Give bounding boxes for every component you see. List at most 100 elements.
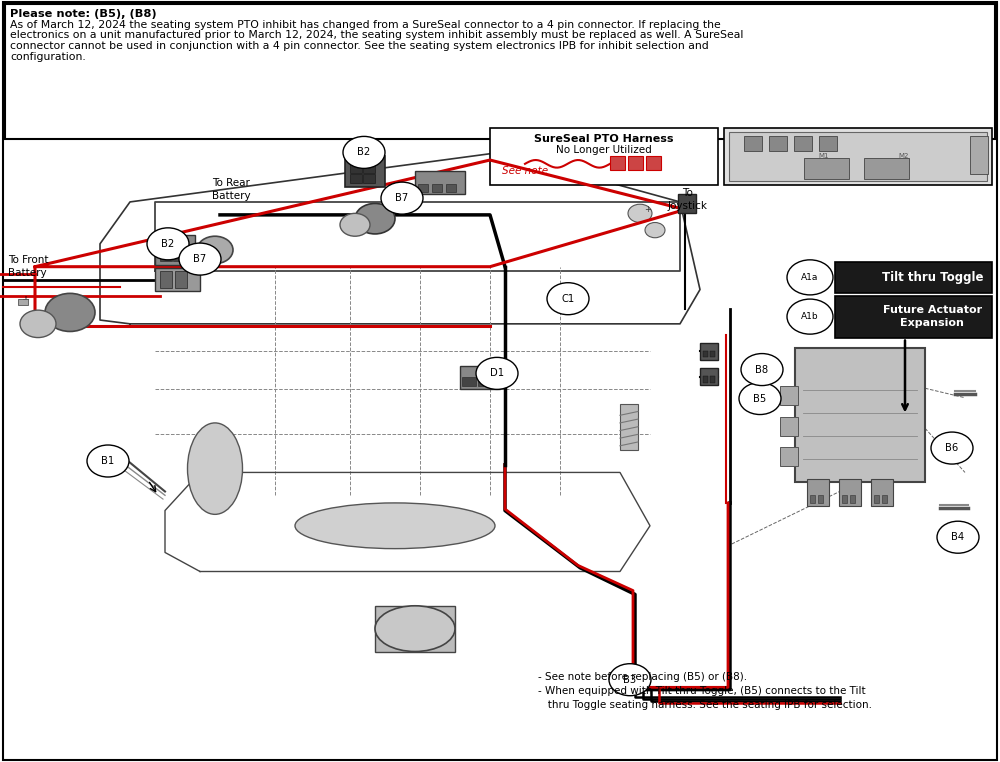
Ellipse shape bbox=[375, 606, 455, 652]
Circle shape bbox=[343, 136, 385, 168]
FancyBboxPatch shape bbox=[729, 132, 987, 181]
FancyBboxPatch shape bbox=[415, 171, 465, 194]
Text: B7: B7 bbox=[395, 193, 409, 203]
Circle shape bbox=[937, 521, 979, 553]
Circle shape bbox=[147, 228, 189, 260]
Text: Please note: (B5), (B8): Please note: (B5), (B8) bbox=[10, 9, 157, 19]
FancyBboxPatch shape bbox=[646, 156, 661, 170]
Text: See note: See note bbox=[502, 166, 548, 176]
Circle shape bbox=[787, 260, 833, 295]
FancyBboxPatch shape bbox=[710, 351, 715, 357]
FancyBboxPatch shape bbox=[703, 376, 708, 383]
Circle shape bbox=[547, 283, 589, 315]
Ellipse shape bbox=[295, 503, 495, 549]
FancyBboxPatch shape bbox=[818, 495, 823, 503]
FancyBboxPatch shape bbox=[769, 136, 787, 151]
Text: - See note before replacing (B5) or (B8).: - See note before replacing (B5) or (B8)… bbox=[538, 672, 747, 682]
Text: Tilt thru Toggle: Tilt thru Toggle bbox=[882, 271, 983, 284]
FancyBboxPatch shape bbox=[350, 174, 362, 183]
FancyBboxPatch shape bbox=[375, 606, 455, 652]
FancyBboxPatch shape bbox=[703, 351, 708, 357]
FancyBboxPatch shape bbox=[882, 495, 887, 503]
Text: B2: B2 bbox=[357, 147, 371, 158]
FancyBboxPatch shape bbox=[850, 495, 855, 503]
FancyBboxPatch shape bbox=[155, 268, 200, 291]
Text: B6: B6 bbox=[945, 443, 959, 453]
Circle shape bbox=[645, 223, 665, 238]
Text: thru Toggle seating harness. See the seating IPB for selection.: thru Toggle seating harness. See the sea… bbox=[538, 700, 872, 709]
Circle shape bbox=[476, 357, 518, 389]
Text: C1: C1 bbox=[561, 293, 575, 304]
FancyBboxPatch shape bbox=[819, 136, 837, 151]
FancyBboxPatch shape bbox=[350, 164, 362, 173]
Circle shape bbox=[739, 383, 781, 415]
Ellipse shape bbox=[188, 423, 242, 514]
Text: electronics on a unit manufactured prior to March 12, 2024, the seating system i: electronics on a unit manufactured prior… bbox=[10, 30, 743, 40]
Circle shape bbox=[381, 182, 423, 214]
FancyBboxPatch shape bbox=[18, 299, 28, 305]
FancyBboxPatch shape bbox=[490, 128, 718, 185]
Text: connector cannot be used in conjunction with a 4 pin connector. See the seating : connector cannot be used in conjunction … bbox=[10, 41, 709, 51]
FancyBboxPatch shape bbox=[795, 348, 925, 482]
Text: To
Joystick: To Joystick bbox=[668, 188, 708, 210]
FancyBboxPatch shape bbox=[3, 2, 997, 760]
FancyBboxPatch shape bbox=[700, 368, 718, 385]
FancyBboxPatch shape bbox=[478, 377, 492, 386]
FancyBboxPatch shape bbox=[724, 128, 992, 185]
FancyBboxPatch shape bbox=[842, 495, 847, 503]
FancyBboxPatch shape bbox=[363, 174, 375, 183]
FancyBboxPatch shape bbox=[160, 244, 172, 251]
FancyBboxPatch shape bbox=[173, 254, 185, 261]
FancyBboxPatch shape bbox=[160, 271, 172, 288]
FancyBboxPatch shape bbox=[864, 158, 909, 179]
Circle shape bbox=[355, 203, 395, 234]
Text: M1: M1 bbox=[819, 153, 829, 159]
FancyBboxPatch shape bbox=[780, 386, 798, 405]
Text: M2: M2 bbox=[899, 153, 909, 159]
FancyBboxPatch shape bbox=[780, 417, 798, 436]
FancyBboxPatch shape bbox=[780, 447, 798, 466]
Text: configuration.: configuration. bbox=[10, 52, 86, 62]
Text: +: + bbox=[21, 295, 29, 306]
FancyBboxPatch shape bbox=[970, 136, 988, 174]
Text: B5: B5 bbox=[753, 393, 767, 404]
FancyBboxPatch shape bbox=[678, 194, 696, 213]
Circle shape bbox=[197, 236, 233, 264]
FancyBboxPatch shape bbox=[839, 479, 861, 506]
Text: B8: B8 bbox=[755, 364, 769, 375]
FancyBboxPatch shape bbox=[835, 262, 992, 293]
FancyBboxPatch shape bbox=[710, 376, 715, 383]
FancyBboxPatch shape bbox=[345, 156, 385, 187]
Text: B7: B7 bbox=[193, 254, 207, 264]
FancyBboxPatch shape bbox=[363, 164, 375, 173]
Text: A1b: A1b bbox=[801, 312, 819, 321]
Circle shape bbox=[87, 445, 129, 477]
Text: A1a: A1a bbox=[801, 273, 819, 282]
FancyBboxPatch shape bbox=[462, 377, 476, 386]
Text: To Rear
Battery: To Rear Battery bbox=[212, 178, 251, 200]
Text: B3: B3 bbox=[623, 674, 637, 685]
FancyBboxPatch shape bbox=[610, 156, 625, 170]
FancyBboxPatch shape bbox=[628, 156, 643, 170]
FancyBboxPatch shape bbox=[173, 244, 185, 251]
Text: As of March 12, 2024 the seating system PTO inhibit has changed from a SureSeal : As of March 12, 2024 the seating system … bbox=[10, 20, 721, 30]
Text: +: + bbox=[645, 205, 651, 214]
FancyBboxPatch shape bbox=[5, 4, 995, 139]
FancyBboxPatch shape bbox=[871, 479, 893, 506]
FancyBboxPatch shape bbox=[744, 136, 762, 151]
FancyBboxPatch shape bbox=[700, 343, 718, 360]
Circle shape bbox=[20, 310, 56, 338]
Text: SureSeal PTO Harness: SureSeal PTO Harness bbox=[534, 134, 674, 144]
FancyBboxPatch shape bbox=[835, 296, 992, 338]
Circle shape bbox=[179, 243, 221, 275]
Circle shape bbox=[628, 204, 652, 223]
Text: D1: D1 bbox=[490, 368, 504, 379]
Text: To Front
Battery: To Front Battery bbox=[8, 255, 48, 277]
FancyBboxPatch shape bbox=[460, 366, 500, 389]
FancyBboxPatch shape bbox=[432, 184, 442, 192]
FancyBboxPatch shape bbox=[874, 495, 879, 503]
Text: B2: B2 bbox=[161, 239, 175, 249]
FancyBboxPatch shape bbox=[810, 495, 815, 503]
FancyBboxPatch shape bbox=[446, 184, 456, 192]
Text: B4: B4 bbox=[951, 532, 965, 543]
